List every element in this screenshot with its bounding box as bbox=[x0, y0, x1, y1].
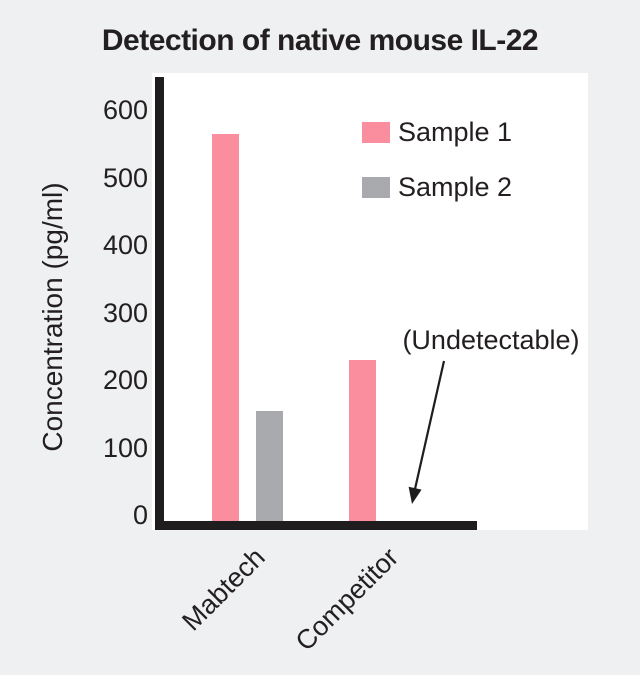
bar-mabtech-sample1 bbox=[211, 134, 239, 521]
x-tick-label-mabtech: Mabtech bbox=[176, 542, 272, 637]
y-tick-label: 500 bbox=[102, 162, 148, 193]
plot-area: Sample 1 Sample 2 (Undetectable) bbox=[152, 73, 588, 530]
y-tick-label: 300 bbox=[102, 297, 148, 328]
x-axis-line bbox=[155, 521, 477, 530]
bar-competitor-sample1 bbox=[348, 360, 376, 521]
legend-swatch-sample1 bbox=[362, 122, 390, 143]
y-axis-line bbox=[155, 77, 164, 530]
y-tick-label: 600 bbox=[102, 95, 148, 125]
y-tick-label: 400 bbox=[102, 230, 148, 260]
chart-title: Detection of native mouse IL-22 bbox=[101, 24, 539, 57]
undetectable-annotation: (Undetectable) bbox=[402, 325, 580, 355]
legend-label-sample1: Sample 1 bbox=[398, 117, 513, 147]
y-tick-label: 100 bbox=[102, 432, 148, 463]
y-tick-label: 0 bbox=[132, 500, 148, 530]
y-axis-label: Concentration (pg/ml) bbox=[37, 182, 68, 452]
x-tick-label-competitor: Competitor bbox=[289, 542, 405, 657]
bar-mabtech-sample2 bbox=[255, 411, 283, 521]
y-tick-label: 200 bbox=[102, 365, 148, 395]
legend-swatch-sample2 bbox=[362, 177, 390, 198]
legend-label-sample2: Sample 2 bbox=[398, 172, 513, 202]
